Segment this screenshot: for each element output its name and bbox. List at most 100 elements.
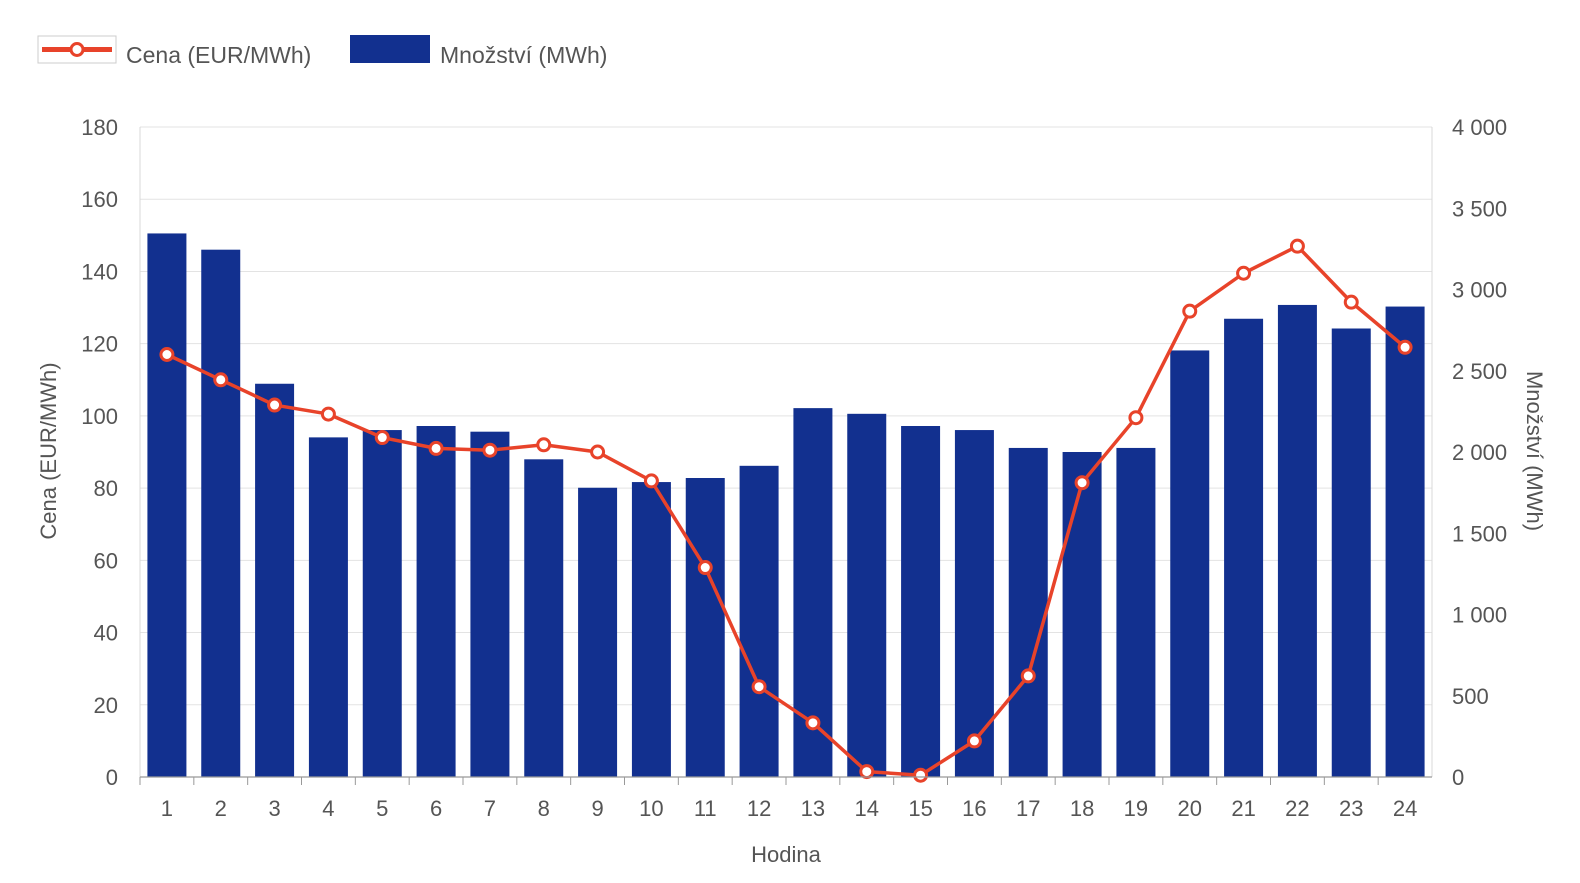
- quantity-bar[interactable]: [362, 430, 402, 777]
- price-point[interactable]: [697, 560, 713, 576]
- legend-item-quantity[interactable]: Množství (MWh): [350, 35, 607, 68]
- x-tick-label: 5: [376, 796, 388, 821]
- price-point[interactable]: [374, 430, 390, 446]
- price-point[interactable]: [482, 442, 498, 458]
- price-point[interactable]: [643, 473, 659, 489]
- left-tick-label: 0: [106, 765, 118, 790]
- quantity-bar[interactable]: [1385, 306, 1425, 777]
- price-point[interactable]: [1343, 294, 1359, 310]
- left-tick-label: 140: [81, 259, 118, 284]
- right-axis: 0 500 1 000 1 500 2 000 2 500 3 000 3 500 4 000: [1431, 115, 1507, 790]
- x-tick-label: 12: [747, 796, 771, 821]
- price-point[interactable]: [1020, 668, 1036, 684]
- x-tick-label: 21: [1231, 796, 1255, 821]
- left-tick-label: 20: [94, 693, 118, 718]
- price-point[interactable]: [1397, 339, 1413, 355]
- price-point[interactable]: [751, 679, 767, 695]
- price-point[interactable]: [859, 764, 875, 780]
- legend-price-label: Cena (EUR/MWh): [126, 42, 311, 68]
- x-tick-label: 11: [694, 796, 717, 821]
- x-tick-label: 20: [1178, 796, 1202, 821]
- quantity-bar[interactable]: [578, 487, 618, 777]
- right-axis-title: Množství (MWh): [1522, 371, 1547, 531]
- x-tick-label: 22: [1285, 796, 1309, 821]
- right-tick-label: 500: [1452, 684, 1489, 709]
- x-tick-label: 14: [855, 796, 879, 821]
- quantity-bar[interactable]: [1008, 447, 1048, 777]
- quantity-bar[interactable]: [685, 478, 725, 777]
- quantity-bar[interactable]: [524, 459, 564, 777]
- x-tick-label: 16: [962, 796, 986, 821]
- x-tick-label: 3: [268, 796, 280, 821]
- x-tick-label: 24: [1393, 796, 1417, 821]
- price-point[interactable]: [1182, 303, 1198, 319]
- price-point[interactable]: [1074, 475, 1090, 491]
- quantity-bar[interactable]: [1224, 318, 1264, 777]
- price-point[interactable]: [966, 733, 982, 749]
- quantity-bar[interactable]: [901, 426, 941, 777]
- price-point[interactable]: [536, 437, 552, 453]
- x-tick-label: 9: [591, 796, 603, 821]
- x-tick-label: 6: [430, 796, 442, 821]
- legend-quantity-label: Množství (MWh): [440, 42, 607, 68]
- x-axis: 1 2 3 4 5 6 7 8 9 10 11 12 13 14 15 16 17 18 19 20 21 22 23 24: [139, 776, 1432, 821]
- quantity-bar[interactable]: [470, 431, 510, 777]
- right-tick-label: 1 500: [1452, 521, 1507, 546]
- left-tick-label: 120: [81, 332, 118, 357]
- quantity-bar[interactable]: [954, 430, 994, 777]
- left-axis: 0 20 40 60 80 100 120 140 160 180: [81, 115, 141, 790]
- quantity-bar[interactable]: [631, 482, 671, 777]
- x-tick-label: 18: [1070, 796, 1094, 821]
- left-axis-title: Cena (EUR/MWh): [36, 362, 61, 539]
- x-tick-label: 19: [1124, 796, 1148, 821]
- legend-quantity-swatch: [350, 35, 430, 63]
- left-tick-label: 40: [94, 621, 118, 646]
- right-tick-label: 2 000: [1452, 440, 1507, 465]
- x-tick-label: 15: [908, 796, 932, 821]
- quantity-bar[interactable]: [847, 413, 887, 777]
- quantity-bar[interactable]: [739, 465, 779, 777]
- x-tick-label: 7: [484, 796, 496, 821]
- quantity-bar[interactable]: [255, 383, 295, 777]
- right-tick-label: 0: [1452, 765, 1464, 790]
- x-tick-label: 1: [161, 796, 173, 821]
- price-point[interactable]: [267, 397, 283, 413]
- right-tick-label: 3 500: [1452, 196, 1507, 221]
- quantity-bar[interactable]: [201, 249, 241, 777]
- price-point[interactable]: [1128, 410, 1144, 426]
- x-axis-title: Hodina: [751, 842, 821, 867]
- price-point[interactable]: [1289, 238, 1305, 254]
- price-point[interactable]: [1236, 265, 1252, 281]
- price-point[interactable]: [320, 406, 336, 422]
- price-point[interactable]: [913, 767, 929, 783]
- price-line: [159, 238, 1413, 783]
- price-point[interactable]: [159, 347, 175, 362]
- quantity-bar[interactable]: [416, 426, 456, 777]
- legend-item-price[interactable]: Cena (EUR/MWh): [37, 35, 311, 68]
- x-tick-label: 8: [538, 796, 550, 821]
- price-point[interactable]: [213, 372, 229, 388]
- quantity-bar[interactable]: [1277, 304, 1317, 777]
- quantity-bar[interactable]: [147, 233, 187, 777]
- legend[interactable]: Cena (EUR/MWh) Množství (MWh): [37, 35, 607, 68]
- left-tick-label: 180: [81, 115, 118, 140]
- x-tick-label: 23: [1339, 796, 1363, 821]
- legend-price-marker: [69, 42, 85, 57]
- quantity-bar[interactable]: [1331, 328, 1371, 778]
- right-tick-label: 1 000: [1452, 603, 1507, 628]
- x-tick-label: 2: [215, 796, 227, 821]
- price-point[interactable]: [428, 440, 444, 456]
- left-tick-label: 100: [81, 404, 118, 429]
- quantity-bar[interactable]: [1062, 452, 1102, 777]
- quantity-bar[interactable]: [1170, 350, 1210, 777]
- price-point[interactable]: [590, 444, 606, 460]
- quantity-bar[interactable]: [1116, 447, 1156, 777]
- right-tick-label: 3 000: [1452, 278, 1507, 303]
- quantity-bar[interactable]: [308, 437, 348, 777]
- price-point[interactable]: [805, 715, 821, 731]
- x-tick-label: 17: [1016, 796, 1040, 821]
- right-tick-label: 2 500: [1452, 359, 1507, 384]
- x-tick-label: 10: [639, 796, 663, 821]
